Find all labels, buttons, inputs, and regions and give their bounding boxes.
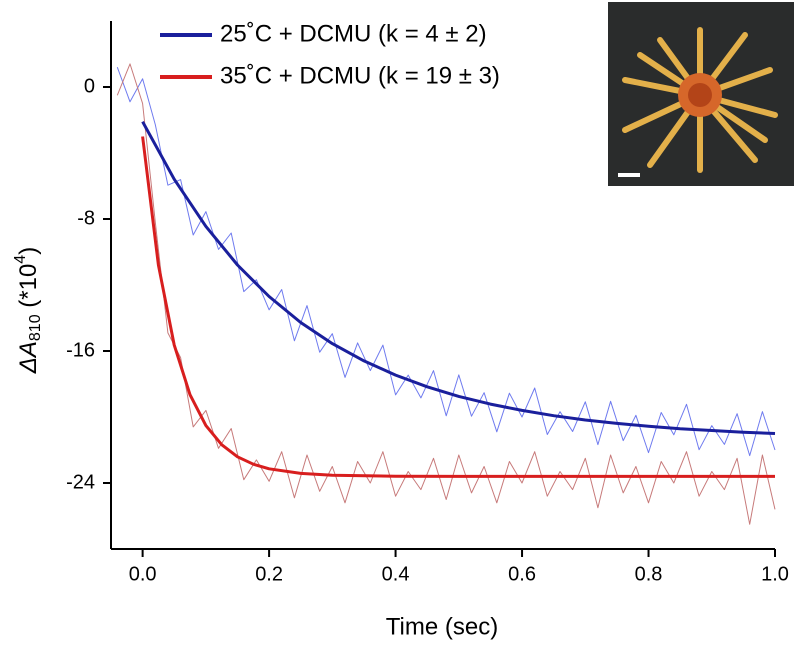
series-line — [116, 67, 776, 457]
x-tick-label: 0.0 — [129, 563, 157, 585]
series-line — [141, 136, 775, 478]
x-tick-label: 0.6 — [508, 563, 536, 585]
series-line — [116, 63, 776, 525]
inset-photo — [608, 2, 794, 186]
legend-label: 35˚C + DCMU (k = 19 ± 3) — [220, 62, 500, 89]
y-label-main: ΔA — [15, 341, 42, 374]
y-tick-label: -8 — [77, 207, 95, 229]
y-tick-label: -24 — [66, 471, 95, 493]
x-tick-label: 0.2 — [255, 563, 283, 585]
legend-label: 25˚C + DCMU (k = 4 ± 2) — [220, 20, 487, 47]
x-tick-label: 0.4 — [382, 563, 410, 585]
x-tick-label: 0.8 — [635, 563, 663, 585]
y-label-unit: (*10 — [15, 264, 42, 315]
y-tick-label: 0 — [84, 75, 95, 97]
y-axis-label: ΔA810 (*104) — [12, 247, 44, 374]
y-label-sub: 810 — [27, 314, 44, 341]
x-tick-label: 1.0 — [761, 563, 789, 585]
y-label-sup: 4 — [12, 255, 29, 264]
series-line — [141, 120, 776, 435]
y-label-close: ) — [15, 247, 42, 255]
y-tick-label: -16 — [66, 339, 95, 361]
x-axis-label: Time (sec) — [386, 613, 498, 640]
